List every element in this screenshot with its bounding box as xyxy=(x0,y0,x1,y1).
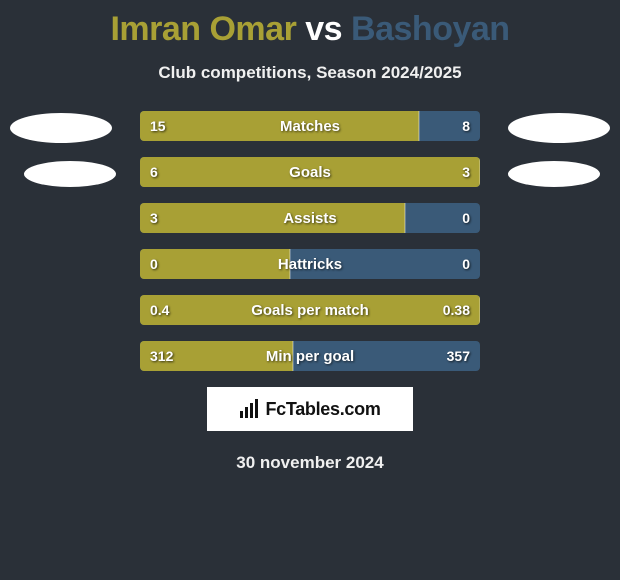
metric-row: 63Goals xyxy=(140,157,480,187)
metric-left-fill xyxy=(140,249,290,279)
brand-text: FcTables.com xyxy=(265,399,380,420)
metric-left-fill xyxy=(140,341,293,371)
metric-row: 30Assists xyxy=(140,203,480,233)
metric-right-value: 0 xyxy=(462,249,470,279)
comparison-title: Imran Omar vs Bashoyan xyxy=(0,0,620,49)
player2-badge-ellipse-1 xyxy=(508,113,610,143)
metric-right-value: 8 xyxy=(462,111,470,141)
metric-bars: 158Matches 63Goals 30Assists 00Hattricks 0.4… xyxy=(140,111,480,371)
metric-divider xyxy=(418,111,420,141)
brand-box: FcTables.com xyxy=(207,387,413,431)
title-vs: vs xyxy=(305,10,342,48)
metric-row: 312357Min per goal xyxy=(140,341,480,371)
date-line: 30 november 2024 xyxy=(0,453,620,473)
metric-divider xyxy=(292,341,294,371)
metric-divider xyxy=(404,203,406,233)
metric-right-value: 357 xyxy=(447,341,470,371)
title-player1: Imran Omar xyxy=(110,10,296,48)
metric-left-fill xyxy=(140,157,480,187)
metric-divider xyxy=(479,157,480,187)
metric-left-fill xyxy=(140,295,480,325)
metric-row: 00Hattricks xyxy=(140,249,480,279)
metric-left-fill xyxy=(140,111,419,141)
metric-row: 0.40.38Goals per match xyxy=(140,295,480,325)
metric-divider xyxy=(479,295,480,325)
metric-right-value: 0 xyxy=(462,203,470,233)
metric-row: 158Matches xyxy=(140,111,480,141)
title-player2: Bashoyan xyxy=(351,10,510,48)
player1-badge-ellipse-2 xyxy=(24,161,116,187)
metric-divider xyxy=(289,249,291,279)
player2-badge-ellipse-2 xyxy=(508,161,600,187)
compare-area: 158Matches 63Goals 30Assists 00Hattricks 0.4… xyxy=(0,111,620,371)
player1-badge-ellipse-1 xyxy=(10,113,112,143)
metric-left-fill xyxy=(140,203,405,233)
bar-chart-icon xyxy=(239,399,261,419)
subtitle: Club competitions, Season 2024/2025 xyxy=(0,63,620,83)
